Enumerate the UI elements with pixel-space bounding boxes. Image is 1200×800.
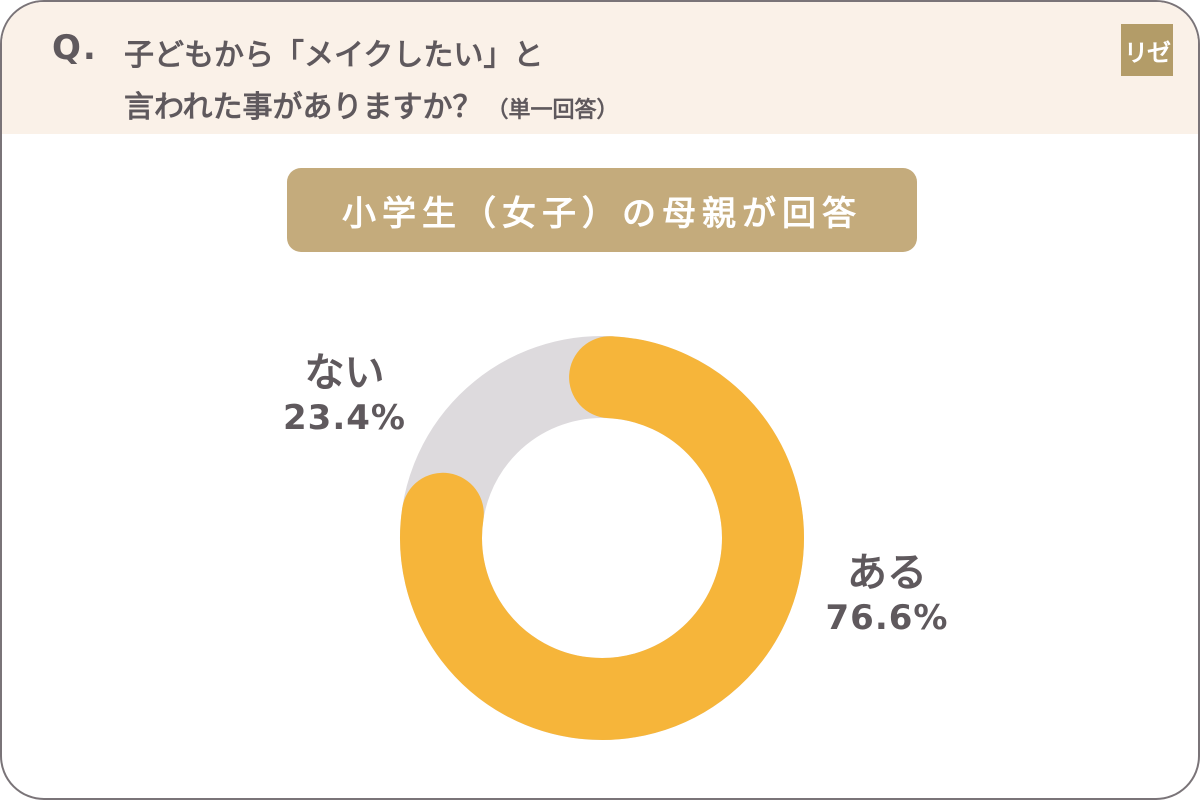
question-line-1: 子どもから「メイクしたい」と	[124, 38, 544, 73]
label-nai-value: 23.4%	[283, 398, 406, 438]
label-nai: ない 23.4%	[272, 340, 417, 438]
question-line-2-text: 言われた事がありますか？	[124, 90, 483, 125]
question-mark: Q.	[52, 28, 98, 68]
label-aru: ある 76.6%	[812, 540, 962, 638]
label-aru-name: ある	[847, 550, 927, 596]
question-note: （単一回答）	[486, 98, 619, 123]
respondent-label: 小学生（女子）の母親が回答	[287, 168, 917, 252]
brand-logo: リゼ	[1121, 24, 1173, 76]
slice-aru	[400, 336, 804, 740]
label-nai-name: ない	[304, 350, 385, 396]
question-line-2: 言われた事がありますか？ （単一回答）	[124, 82, 619, 126]
label-aru-value: 76.6%	[825, 598, 949, 638]
question-header: Q. 子どもから「メイクしたい」と 言われた事がありますか？ （単一回答） リゼ	[2, 2, 1198, 134]
